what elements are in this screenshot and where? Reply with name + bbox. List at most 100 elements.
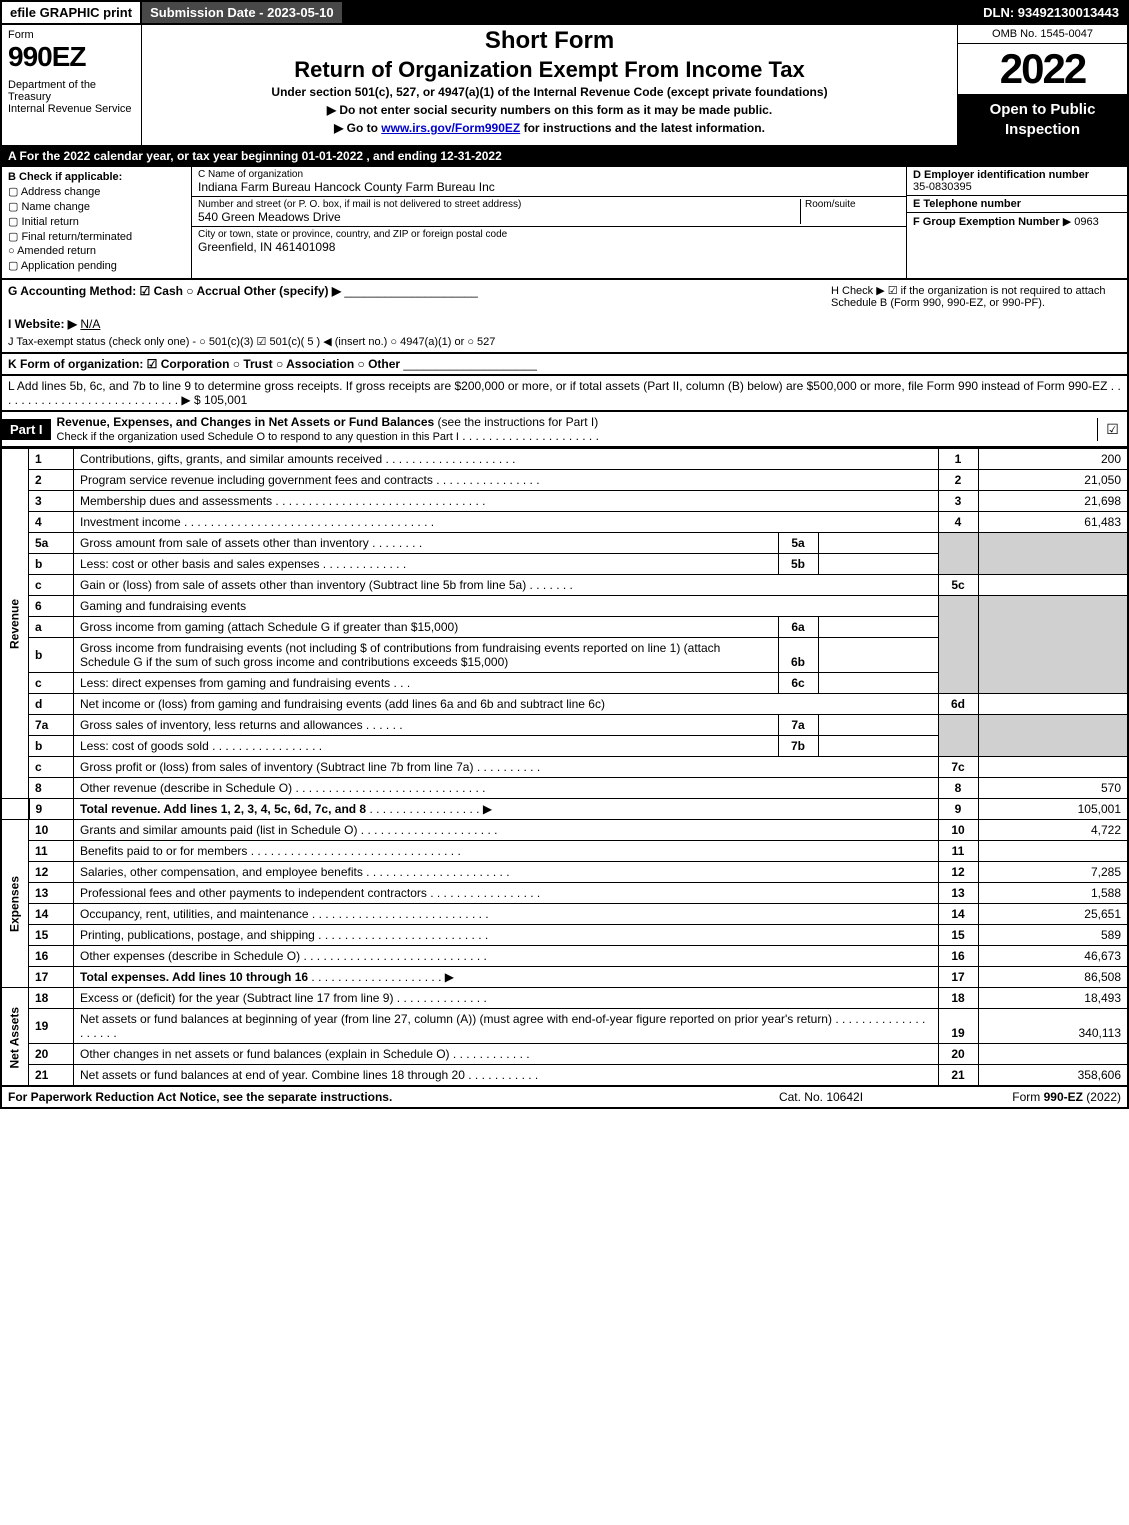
revenue-spacer xyxy=(1,799,29,820)
cb-amended-return[interactable]: Amended return xyxy=(8,245,185,257)
tax-exempt-status: J Tax-exempt status (check only one) - ○… xyxy=(8,335,1121,348)
line-16-no: 16 xyxy=(29,946,74,967)
line-6-desc: Gaming and fundraising events xyxy=(74,596,939,617)
org-name-value: Indiana Farm Bureau Hancock County Farm … xyxy=(198,180,900,194)
line-16-desc: Other expenses (describe in Schedule O) … xyxy=(74,946,939,967)
line-7c-box: 7c xyxy=(938,757,978,778)
line-11-desc: Benefits paid to or for members . . . . … xyxy=(74,841,939,862)
line-12-val: 7,285 xyxy=(978,862,1128,883)
line-3-box: 3 xyxy=(938,491,978,512)
section-b-title: B Check if applicable: xyxy=(8,171,185,183)
line-13-no: 13 xyxy=(29,883,74,904)
line-17-desc: Total expenses. Add lines 10 through 16 … xyxy=(74,967,939,988)
line-9-val: 105,001 xyxy=(978,799,1128,820)
cb-final-return[interactable]: Final return/terminated xyxy=(8,230,185,243)
efile-print[interactable]: efile GRAPHIC print xyxy=(2,2,142,23)
section-b: B Check if applicable: Address change Na… xyxy=(2,167,192,278)
line-7a-subval xyxy=(818,715,938,736)
revenue-table: Revenue 1 Contributions, gifts, grants, … xyxy=(0,448,1129,1087)
line-4-desc: Investment income . . . . . . . . . . . … xyxy=(74,512,939,533)
line-7c-val xyxy=(978,757,1128,778)
line-16-val: 46,673 xyxy=(978,946,1128,967)
info-block: B Check if applicable: Address change Na… xyxy=(0,167,1129,280)
line-6b-sub: 6b xyxy=(778,638,818,673)
line-5b-subval xyxy=(818,554,938,575)
cb-name-change[interactable]: Name change xyxy=(8,200,185,213)
cb-application-pending[interactable]: Application pending xyxy=(8,259,185,272)
ein-label: D Employer identification number xyxy=(913,169,1121,181)
city-label: City or town, state or province, country… xyxy=(198,229,900,240)
cb-address-change[interactable]: Address change xyxy=(8,185,185,198)
top-bar: efile GRAPHIC print Submission Date - 20… xyxy=(0,0,1129,25)
line-5a-desc: Gross amount from sale of assets other t… xyxy=(74,533,779,554)
city-value: Greenfield, IN 461401098 xyxy=(198,240,900,254)
line-1-no: 1 xyxy=(29,449,74,470)
line-7c-no: c xyxy=(29,757,74,778)
part1-check[interactable]: ☑ xyxy=(1097,418,1127,441)
line-8-desc: Other revenue (describe in Schedule O) .… xyxy=(74,778,939,799)
line-10-val: 4,722 xyxy=(978,820,1128,841)
line-13-desc: Professional fees and other payments to … xyxy=(74,883,939,904)
line-20-box: 20 xyxy=(938,1044,978,1065)
line-13-val: 1,588 xyxy=(978,883,1128,904)
line-10-desc: Grants and similar amounts paid (list in… xyxy=(74,820,939,841)
line-17-val: 86,508 xyxy=(978,967,1128,988)
goto-line: ▶ Go to www.irs.gov/Form990EZ for instru… xyxy=(150,121,949,135)
part1-header-row: Part I Revenue, Expenses, and Changes in… xyxy=(0,412,1129,448)
section-l: L Add lines 5b, 6c, and 7b to line 9 to … xyxy=(0,376,1129,412)
line-6c-no: c xyxy=(29,673,74,694)
address-row: Number and street (or P. O. box, if mail… xyxy=(192,197,906,227)
line-5b-desc: Less: cost or other basis and sales expe… xyxy=(74,554,779,575)
top-spacer xyxy=(344,2,976,23)
line-14-box: 14 xyxy=(938,904,978,925)
line-21-desc: Net assets or fund balances at end of ye… xyxy=(74,1065,939,1087)
section-a: A For the 2022 calendar year, or tax yea… xyxy=(0,147,1129,167)
line-18-no: 18 xyxy=(29,988,74,1009)
part1-title: Revenue, Expenses, and Changes in Net As… xyxy=(51,412,1097,446)
line-19-box: 19 xyxy=(938,1009,978,1044)
cb-initial-return[interactable]: Initial return xyxy=(8,215,185,228)
line-6a-desc: Gross income from gaming (attach Schedul… xyxy=(74,617,779,638)
line-20-no: 20 xyxy=(29,1044,74,1065)
section-c: C Name of organization Indiana Farm Bure… xyxy=(192,167,907,278)
short-form-title: Short Form xyxy=(150,27,949,55)
line-16-box: 16 xyxy=(938,946,978,967)
line-7c-desc: Gross profit or (loss) from sales of inv… xyxy=(74,757,939,778)
line-5a-no: 5a xyxy=(29,533,74,554)
irs-link[interactable]: www.irs.gov/Form990EZ xyxy=(381,121,520,135)
line-21-box: 21 xyxy=(938,1065,978,1087)
line-8-no: 8 xyxy=(29,778,74,799)
group-value: ▶ 0963 xyxy=(1063,216,1099,228)
line-6a-sub: 6a xyxy=(778,617,818,638)
line-15-desc: Printing, publications, postage, and shi… xyxy=(74,925,939,946)
line-5c-desc: Gain or (loss) from sale of assets other… xyxy=(74,575,939,596)
line-7-shaded-val xyxy=(978,715,1128,757)
website-value: N/A xyxy=(80,317,100,331)
line-19-val: 340,113 xyxy=(978,1009,1128,1044)
ssn-warning: ▶ Do not enter social security numbers o… xyxy=(150,103,949,117)
line-20-val xyxy=(978,1044,1128,1065)
line-7b-sub: 7b xyxy=(778,736,818,757)
line-6b-subval xyxy=(818,638,938,673)
line-5c-val xyxy=(978,575,1128,596)
line-1-val: 200 xyxy=(978,449,1128,470)
return-title: Return of Organization Exempt From Incom… xyxy=(150,57,949,83)
dept-line1: Department of the Treasury xyxy=(8,79,135,103)
line-6c-desc: Less: direct expenses from gaming and fu… xyxy=(74,673,779,694)
section-k: K Form of organization: ☑ Corporation ○ … xyxy=(0,354,1129,376)
line-6-shaded-val xyxy=(978,596,1128,694)
org-name-row: C Name of organization Indiana Farm Bure… xyxy=(192,167,906,197)
line-3-val: 21,698 xyxy=(978,491,1128,512)
line-5c-box: 5c xyxy=(938,575,978,596)
line-6b-no: b xyxy=(29,638,74,673)
group-exemption-row: F Group Exemption Number ▶ 0963 xyxy=(907,213,1127,278)
line-4-no: 4 xyxy=(29,512,74,533)
line-1-box: 1 xyxy=(938,449,978,470)
line-12-box: 12 xyxy=(938,862,978,883)
line-2-no: 2 xyxy=(29,470,74,491)
dln: DLN: 93492130013443 xyxy=(975,2,1127,23)
room-label: Room/suite xyxy=(805,199,900,210)
line-14-val: 25,651 xyxy=(978,904,1128,925)
line-21-val: 358,606 xyxy=(978,1065,1128,1087)
form-ref: Form 990-EZ (2022) xyxy=(921,1090,1121,1104)
